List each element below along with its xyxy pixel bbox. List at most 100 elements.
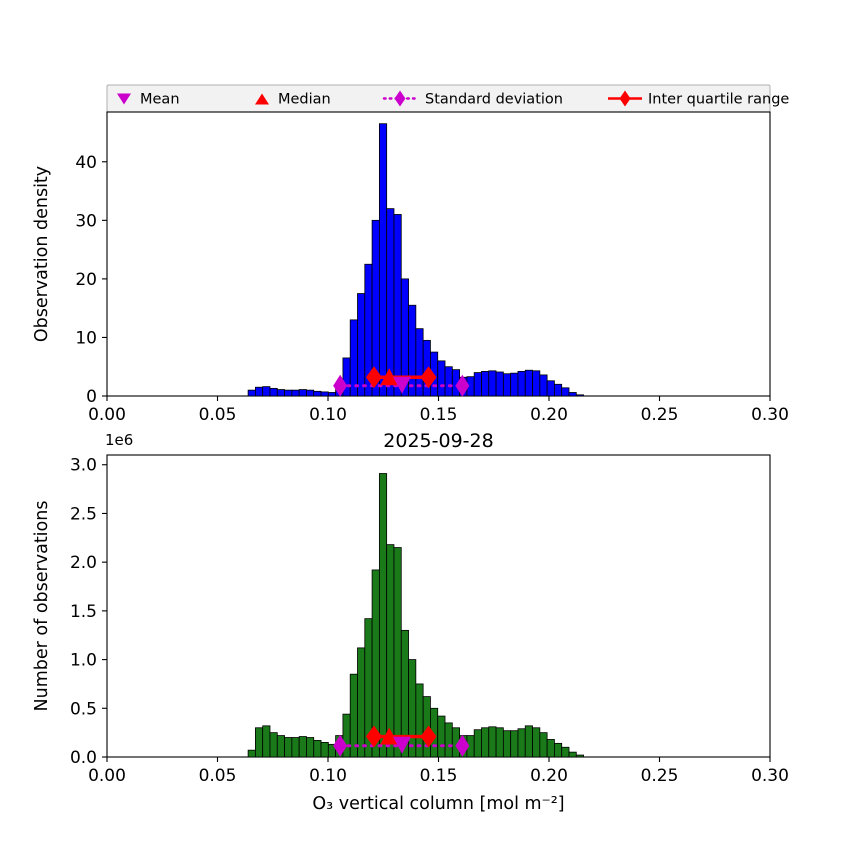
y-ticklabel-top: 30	[75, 211, 97, 231]
bottom-axes: 0.0 0.5 1.0 1.5 2.0 2.5 3.0 0.00 0.05 0.10 0.15 0.2…	[32, 431, 789, 814]
bar	[291, 389, 300, 397]
bar	[291, 737, 300, 758]
bar	[298, 736, 307, 758]
bar	[554, 383, 563, 397]
bar	[269, 732, 278, 758]
y-ticklabel-top: 0	[86, 387, 97, 407]
bar	[517, 371, 526, 397]
bar	[502, 373, 512, 397]
bar	[502, 730, 512, 758]
bar	[254, 727, 264, 758]
top-axes-spines	[106, 111, 771, 397]
bar	[262, 725, 271, 758]
x-ticklabel-bottom: 0.00	[88, 766, 126, 786]
bar	[320, 391, 329, 397]
bar	[575, 754, 584, 758]
bar	[488, 370, 497, 397]
std-low-diamond-bottom	[333, 734, 348, 757]
bar	[568, 392, 577, 397]
iqr-q3-diamond-top	[420, 366, 437, 389]
x-ticklabel-bottom: 0.25	[641, 766, 679, 786]
y-ticklabel-top: 10	[75, 328, 97, 348]
bar	[313, 740, 322, 758]
bar	[437, 360, 446, 397]
y-ticklabel-bottom: 3.0	[70, 456, 97, 476]
x-ticklabel-top: 0.25	[641, 405, 679, 425]
mean-triangle-top	[393, 376, 412, 394]
legend-item-2[interactable]: Standard deviation	[382, 90, 563, 108]
bar	[408, 304, 417, 397]
bar	[262, 386, 271, 397]
bar	[306, 389, 315, 397]
bar	[481, 371, 490, 397]
diamond-icon	[394, 90, 406, 107]
x-ticklabel-top: 0.10	[309, 405, 347, 425]
median-triangle-bottom	[380, 727, 399, 745]
y-axis-label-bottom: Number of observations	[32, 501, 52, 712]
stat-markers-top	[333, 366, 470, 397]
bar	[539, 374, 548, 397]
triangle-down-icon	[117, 93, 131, 105]
bar	[510, 372, 519, 397]
x-ticklabel-top: 0.20	[530, 405, 568, 425]
legend-item-0[interactable]: Mean	[117, 92, 180, 108]
std-high-diamond-bottom	[455, 734, 470, 757]
y-ticklabel-top: 20	[75, 270, 97, 290]
bar	[444, 366, 453, 397]
bar	[546, 739, 555, 758]
x-ticklabel-top: 0.30	[751, 405, 789, 425]
y-axis-label-top: Observation density	[32, 166, 52, 342]
bar	[561, 387, 570, 397]
x-ticklabel-bottom: 0.10	[309, 766, 347, 786]
bar	[539, 732, 548, 758]
bar	[378, 473, 388, 758]
bar	[473, 372, 482, 397]
bar	[276, 389, 285, 397]
legend-item-1[interactable]: Median	[255, 92, 331, 108]
bar	[495, 727, 504, 758]
y-ticklabel-bottom: 0.5	[70, 699, 97, 719]
legend-label-1: Median	[278, 92, 331, 108]
x-ticklabel-bottom: 0.20	[530, 766, 568, 786]
bar	[575, 394, 584, 397]
bar	[495, 371, 504, 397]
legend-label-3: Inter quartile range	[648, 92, 789, 108]
y-ticklabel-bottom: 1.5	[70, 602, 97, 622]
x-ticklabel-top: 0.00	[88, 405, 126, 425]
bar	[327, 392, 337, 397]
x-ticklabel-top: 0.05	[199, 405, 237, 425]
bar	[386, 208, 395, 397]
x-ticklabel-bottom: 0.05	[199, 766, 237, 786]
median-triangle-top	[380, 368, 399, 386]
bar	[306, 737, 315, 758]
bar	[276, 735, 285, 758]
bar	[284, 737, 293, 758]
y-ticklabel-bottom: 2.5	[70, 504, 97, 524]
y-ticklabel-bottom: 1.0	[70, 651, 97, 671]
legend: Mean Median Standard deviation Inter quarti…	[106, 84, 789, 113]
stat-markers-bottom	[333, 725, 470, 757]
y-axis-offset-bottom: 1e6	[105, 431, 133, 449]
bar	[481, 727, 490, 758]
legend-label-2: Standard deviation	[425, 92, 563, 108]
bar	[393, 214, 402, 397]
top-axes	[106, 111, 771, 397]
mean-triangle-bottom	[393, 736, 412, 754]
triangle-up-icon	[255, 93, 269, 105]
bottom-histogram-bars	[247, 473, 584, 758]
std-low-diamond-top	[333, 374, 348, 397]
bar	[378, 123, 388, 397]
y-ticklabel-top: 40	[75, 153, 97, 173]
iqr-q1-diamond-top	[365, 366, 382, 389]
bottom-axes	[106, 454, 771, 758]
y-ticklabel-bottom: 0.0	[70, 748, 97, 768]
x-ticklabel-top: 0.15	[420, 405, 458, 425]
bar	[568, 751, 577, 758]
bar	[488, 726, 497, 758]
bar	[444, 722, 453, 758]
legend-item-3[interactable]: Inter quartile range	[608, 90, 789, 108]
bar	[532, 370, 541, 397]
bar	[254, 386, 264, 397]
